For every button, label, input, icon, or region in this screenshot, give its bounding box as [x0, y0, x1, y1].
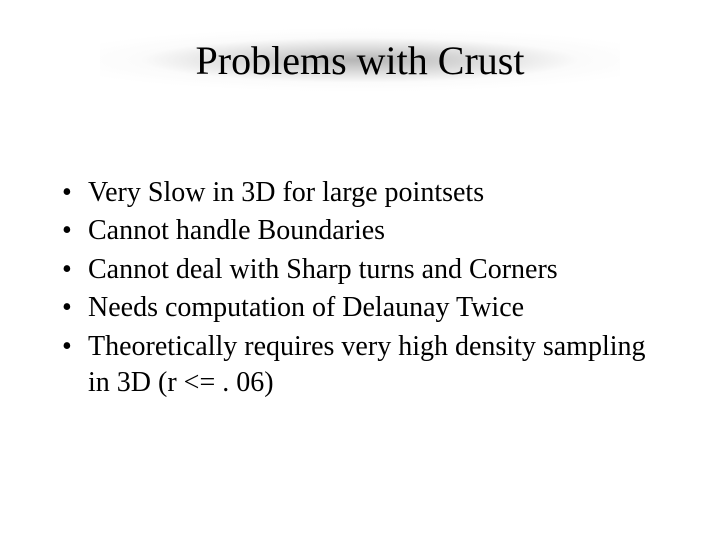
bullet-text: Cannot deal with Sharp turns and Corners — [88, 252, 660, 288]
slide: Problems with Crust • Very Slow in 3D fo… — [0, 0, 720, 540]
content-region: • Very Slow in 3D for large pointsets • … — [0, 120, 720, 401]
bullet-text: Needs computation of Delaunay Twice — [88, 290, 660, 326]
bullet-icon: • — [60, 175, 88, 211]
bullet-list: • Very Slow in 3D for large pointsets • … — [60, 175, 660, 401]
list-item: • Theoretically requires very high densi… — [60, 329, 660, 402]
bullet-icon: • — [60, 329, 88, 365]
list-item: • Cannot deal with Sharp turns and Corne… — [60, 252, 660, 288]
bullet-text: Theoretically requires very high density… — [88, 329, 660, 402]
slide-title: Problems with Crust — [196, 37, 525, 84]
list-item: • Very Slow in 3D for large pointsets — [60, 175, 660, 211]
list-item: • Cannot handle Boundaries — [60, 213, 660, 249]
bullet-text: Cannot handle Boundaries — [88, 213, 660, 249]
bullet-text: Very Slow in 3D for large pointsets — [88, 175, 660, 211]
title-region: Problems with Crust — [0, 0, 720, 120]
bullet-icon: • — [60, 213, 88, 249]
bullet-icon: • — [60, 252, 88, 288]
list-item: • Needs computation of Delaunay Twice — [60, 290, 660, 326]
bullet-icon: • — [60, 290, 88, 326]
